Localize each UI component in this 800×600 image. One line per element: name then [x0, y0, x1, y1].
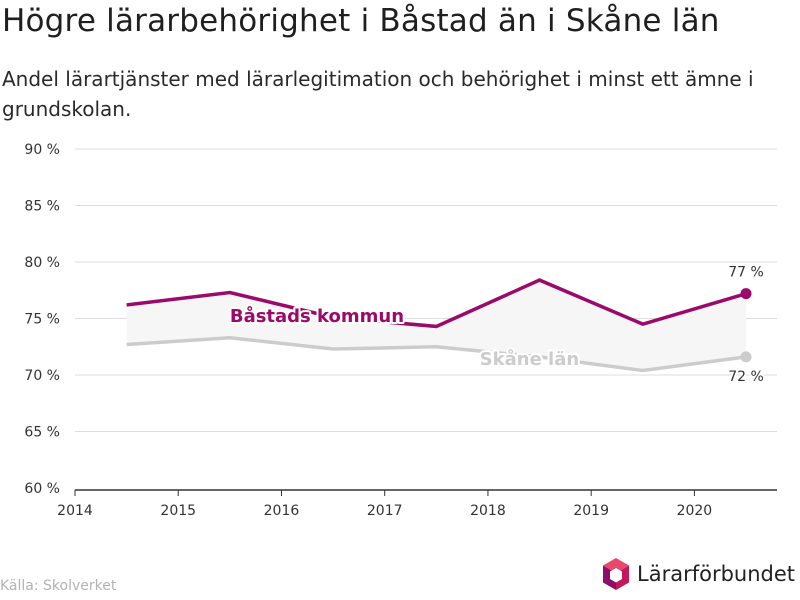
y-tick-label: 70 %	[24, 368, 60, 384]
y-tick-label: 85 %	[24, 199, 60, 215]
x-tick-label: 2016	[264, 503, 300, 519]
x-tick-label: 2014	[57, 503, 93, 519]
grid-lines: 90 % 85 % 80 % 75 % 70 % 65 % 60 %	[24, 142, 777, 497]
x-tick-label: 2019	[573, 503, 609, 519]
x-tick-label: 2015	[160, 503, 196, 519]
chart-labels: Båstads kommun Skåne län 77 % 72 %	[228, 263, 765, 386]
series-line-bastad	[126, 278, 747, 329]
y-tick-label: 75 %	[24, 312, 60, 328]
series-lines	[126, 278, 752, 373]
chart-subtitle: Andel lärartjänster med lärarlegitimatio…	[2, 67, 754, 121]
y-tick-label: 60 %	[24, 481, 60, 497]
x-tick-label: 2018	[470, 503, 506, 519]
source-note: Källa: Skolverket	[0, 578, 117, 594]
series-label-skane: Skåne län	[480, 348, 580, 370]
end-point-bastad	[740, 288, 752, 300]
y-tick-label: 65 %	[24, 425, 60, 441]
hexagon-logo-icon	[603, 558, 629, 590]
x-tick-label: 2017	[367, 503, 403, 519]
series-label-bastad: Båstads kommun	[230, 305, 404, 327]
series-line-skane	[126, 335, 747, 373]
brand-logo: Lärarförbundet	[601, 557, 795, 591]
end-label-bastad: 77 %	[728, 265, 764, 281]
chart-title: Högre lärarbehörighet i Båstad än i Skån…	[2, 3, 720, 39]
end-label-skane: 72 %	[728, 369, 764, 385]
logo-text: Lärarförbundet	[637, 562, 796, 586]
y-tick-label: 90 %	[24, 142, 60, 158]
y-tick-label: 80 %	[24, 255, 60, 271]
end-point-skane	[740, 351, 752, 363]
x-axis: 2014 2015 2016 2017 2018 2019 2020	[57, 489, 777, 519]
x-tick-label: 2020	[677, 503, 713, 519]
